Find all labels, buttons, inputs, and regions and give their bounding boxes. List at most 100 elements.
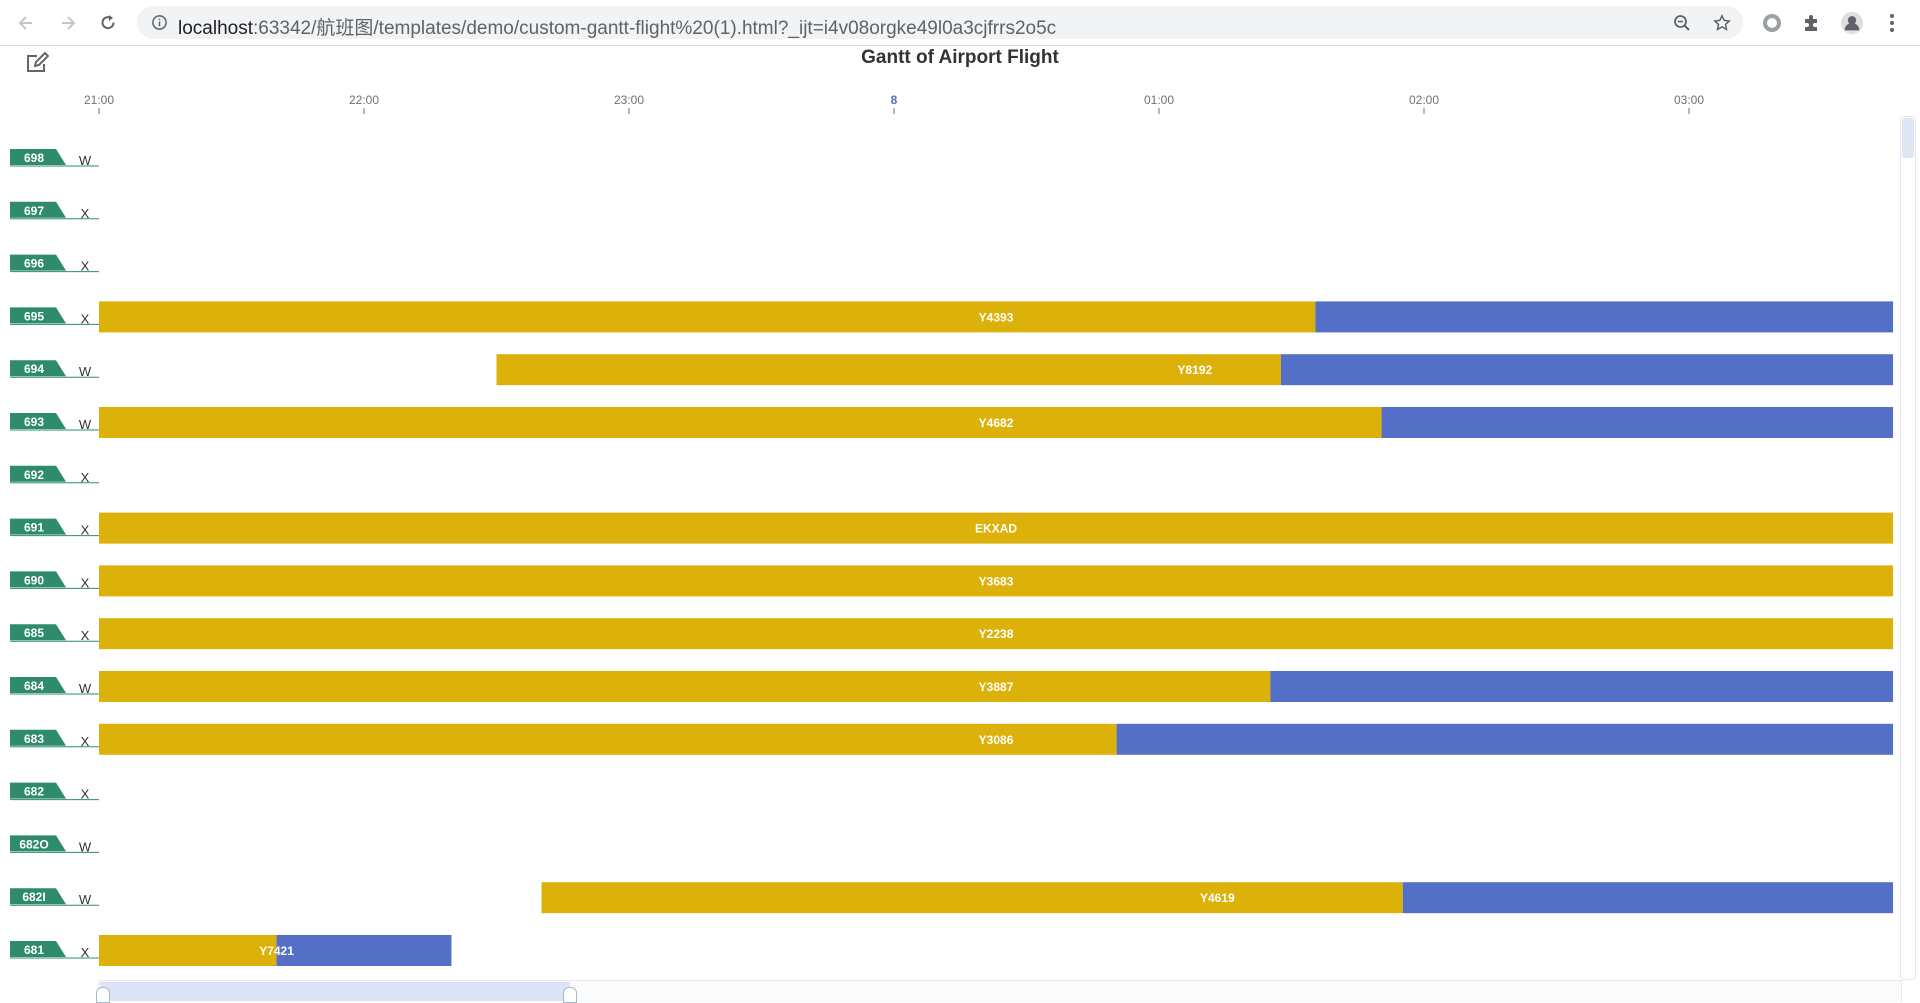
info-icon[interactable] <box>151 14 168 31</box>
row-id-label: 694 <box>24 362 44 376</box>
flight-bar-segment[interactable] <box>99 301 1316 333</box>
row-type-label: X <box>81 523 90 538</box>
url-path: :63342/航班图/templates/demo/custom-gantt-f… <box>253 18 1057 39</box>
gantt-row: 693 W Y4682 <box>10 407 1894 438</box>
chart-title: Gantt of Airport Flight <box>861 47 1059 68</box>
puzzle-icon <box>1805 15 1817 31</box>
back-icon <box>18 16 32 30</box>
flight-bar-label: Y3086 <box>979 733 1014 747</box>
row-type-label: X <box>81 628 90 643</box>
row-type-label: W <box>79 839 92 854</box>
gantt-row: 683 X Y3086 <box>10 723 1894 755</box>
url-host: localhost <box>178 18 253 39</box>
row-id-tag <box>10 729 66 746</box>
gantt-row: 695 X Y4393 <box>10 301 1894 333</box>
axis-tick-label: 23:00 <box>614 93 644 107</box>
row-id-label: 683 <box>24 732 44 746</box>
row-id-tag <box>10 677 66 693</box>
back-button[interactable] <box>14 11 38 35</box>
flight-bar-label: Y8192 <box>1177 363 1212 377</box>
address-bar[interactable]: localhost:63342/航班图/templates/demo/custo… <box>137 6 1743 39</box>
row-type-label: W <box>79 892 92 907</box>
row-id-label: 682 <box>24 785 44 799</box>
profile-icon <box>1840 11 1864 35</box>
gantt-row: 682I W Y4619 <box>10 882 1894 914</box>
flight-bar-remaining[interactable] <box>1280 354 1894 386</box>
axis-tick-label: 01:00 <box>1144 93 1174 107</box>
row-id-tag <box>10 571 66 588</box>
row-id-label: 682O <box>19 837 48 851</box>
row-type-label: X <box>81 787 90 802</box>
row-id-tag <box>10 941 66 957</box>
profile-button[interactable] <box>1840 11 1864 35</box>
row-type-label: W <box>79 417 92 432</box>
reload-icon <box>101 15 115 30</box>
flight-bar-remaining[interactable] <box>1116 723 1894 755</box>
row-id-tag <box>10 413 66 429</box>
row-type-label: X <box>81 311 90 326</box>
flight-bar-segment[interactable] <box>541 882 1403 914</box>
row-id-tag <box>10 782 66 799</box>
flight-bar-label: Y3887 <box>979 680 1014 694</box>
edit-icon[interactable] <box>25 51 49 75</box>
row-id-tag <box>10 835 66 852</box>
flight-bar-segment[interactable] <box>99 723 1117 755</box>
row-type-label: X <box>81 734 90 749</box>
gantt-row: 685 X Y2238 <box>10 618 1894 650</box>
zoom-slider-selection[interactable] <box>100 982 570 1001</box>
axis-tick-label: 03:00 <box>1674 93 1704 107</box>
gantt-row: 694 W Y8192 <box>10 354 1894 386</box>
flight-bar-segment[interactable] <box>99 935 277 966</box>
row-id-label: 685 <box>24 626 44 640</box>
gantt-chart: 21:00 22:00 23:00 8 01:00 02:00 03:00 698 W 697 X… <box>10 93 1894 966</box>
row-id-tag <box>10 888 66 905</box>
flight-bar-segment[interactable] <box>99 618 1894 650</box>
axis-tick-label: 8 <box>891 93 898 107</box>
url-text[interactable]: localhost:63342/航班图/templates/demo/custo… <box>178 13 1056 40</box>
flight-bar-remaining[interactable] <box>1381 407 1894 438</box>
flight-bar-remaining[interactable] <box>1402 882 1894 914</box>
extensions-button[interactable] <box>1800 11 1824 35</box>
star-icon[interactable] <box>1713 14 1731 32</box>
flight-bar-remaining[interactable] <box>1315 301 1894 333</box>
gantt-row: 682O W <box>10 835 99 854</box>
flight-bar-segment[interactable] <box>99 512 1894 544</box>
row-type-label: X <box>81 206 90 221</box>
row-type-label: X <box>81 575 90 590</box>
flight-bar-label: Y3683 <box>979 574 1014 588</box>
row-id-tag <box>10 149 66 165</box>
gantt-row: 698 W <box>10 149 99 168</box>
zoom-icon[interactable] <box>1673 14 1691 32</box>
vertical-scrollbar[interactable] <box>1900 116 1916 980</box>
flight-bar-segment[interactable] <box>496 354 1281 386</box>
gantt-row: 696 X <box>10 254 99 274</box>
flight-bar-remaining[interactable] <box>1270 671 1894 702</box>
row-id-label: 695 <box>24 309 44 323</box>
axis-tick-label: 22:00 <box>349 93 379 107</box>
forward-button[interactable] <box>56 11 80 35</box>
row-id-label: 690 <box>24 573 44 587</box>
flight-bar-segment[interactable] <box>99 565 1894 597</box>
row-id-tag <box>10 254 66 271</box>
row-type-label: X <box>81 945 90 960</box>
extension-record-button[interactable] <box>1760 11 1784 35</box>
flight-bar-label: Y4619 <box>1200 891 1235 905</box>
forward-icon <box>62 16 76 30</box>
more-button[interactable] <box>1880 11 1904 35</box>
row-id-tag <box>10 201 66 218</box>
flight-bar-label: Y4393 <box>979 310 1014 324</box>
row-id-tag <box>10 307 66 324</box>
reload-button[interactable] <box>96 11 120 35</box>
gantt-row: 692 X <box>10 465 99 485</box>
flight-bar-remaining[interactable] <box>276 935 452 966</box>
row-id-label: 691 <box>24 521 44 535</box>
flight-bar-segment[interactable] <box>99 407 1382 438</box>
flight-bar-label: Y7421 <box>259 944 294 958</box>
row-id-label: 681 <box>24 943 44 957</box>
row-id-tag <box>10 624 66 641</box>
row-id-label: 684 <box>24 679 44 693</box>
flight-bar-segment[interactable] <box>99 671 1271 702</box>
vertical-scroll-thumb[interactable] <box>1902 118 1914 158</box>
more-icon <box>1890 14 1894 32</box>
